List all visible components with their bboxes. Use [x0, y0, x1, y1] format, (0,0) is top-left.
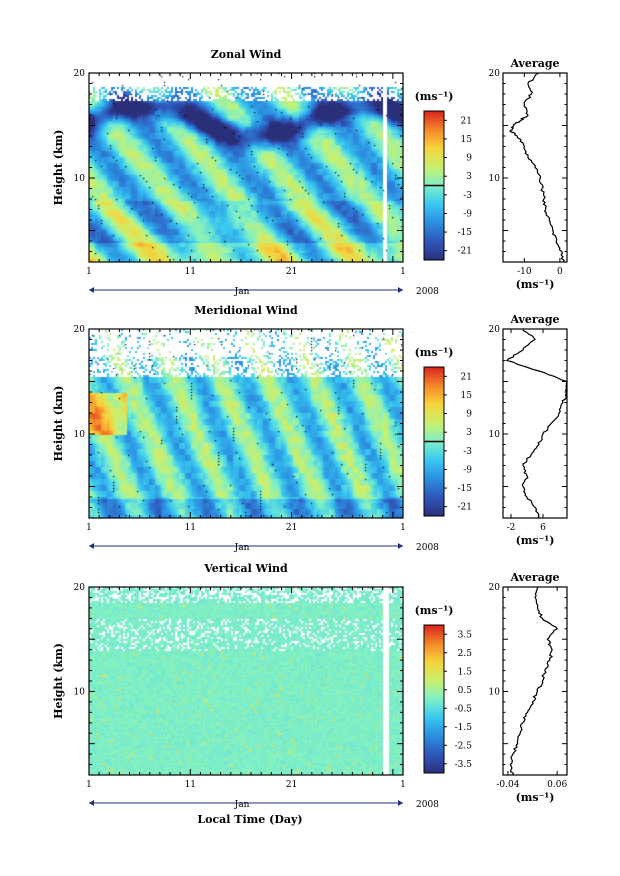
colorbar-unit: (ms⁻¹)	[415, 604, 454, 617]
colorbar-tick-label: -15	[458, 484, 473, 494]
colorbar-tick-label: -1.5	[455, 723, 473, 733]
x-tick-label: 11	[185, 780, 196, 790]
profile-line	[509, 72, 565, 263]
y-axis-label: Height (km)	[52, 130, 65, 206]
x-tick-label: 11	[185, 523, 196, 533]
profile-x-axis-label: (ms⁻¹)	[516, 534, 555, 547]
colorbar	[423, 624, 445, 774]
heatmap-image	[89, 329, 403, 518]
y-tick-label: 10	[74, 687, 86, 697]
colorbar-tick-label: -3	[463, 191, 472, 201]
profile-title: Average	[509, 57, 559, 70]
colorbar-tick-label: -3	[463, 447, 472, 457]
y-tick-label: 10	[74, 430, 86, 440]
profile-x-tick-label: -2	[507, 523, 516, 533]
colorbar-tick-label: -2.5	[455, 741, 473, 751]
profile-x-tick-label: -10	[517, 267, 532, 277]
x-tick-label: 11	[185, 267, 196, 277]
panel-title: Zonal Wind	[211, 48, 282, 61]
month-label: Jan	[234, 800, 250, 810]
x-axis-label: Local Time (Day)	[197, 813, 302, 826]
profile-y-tick-label: 20	[489, 325, 501, 335]
profile-y-tick-label: 10	[489, 687, 501, 697]
colorbar-unit: (ms⁻¹)	[415, 346, 454, 359]
y-tick-label: 20	[74, 325, 86, 335]
colorbar-tick-label: 1.5	[458, 667, 473, 677]
profile-x-tick-label: 0	[557, 267, 563, 277]
heatmap-image	[89, 73, 403, 262]
year-label: 2008	[416, 800, 439, 810]
y-axis-label: Height (km)	[52, 386, 65, 462]
y-tick-label: 10	[74, 174, 86, 184]
colorbar-tick-label: 15	[461, 391, 473, 401]
x-tick-label: 1	[400, 267, 406, 277]
profile-x-tick-label: 6	[540, 523, 546, 533]
colorbar-tick-label: 2.5	[458, 649, 473, 659]
y-tick-label: 20	[74, 69, 86, 79]
month-label: Jan	[234, 287, 250, 297]
profile-y-tick-label: 20	[489, 583, 501, 593]
panel-title: Meridional Wind	[194, 304, 298, 317]
x-tick-label: 1	[86, 780, 92, 790]
colorbar-tick-label: 0.5	[458, 686, 473, 696]
month-arrow-right	[398, 800, 403, 806]
colorbar-tick-label: -21	[458, 247, 473, 257]
x-tick-label: 1	[400, 780, 406, 790]
heatmap-image	[89, 587, 403, 775]
colorbar-tick-label: -3.5	[455, 760, 473, 770]
x-tick-label: 21	[286, 523, 297, 533]
year-label: 2008	[416, 543, 439, 553]
profile-x-tick-label: -0.04	[496, 780, 519, 790]
profile-y-tick-label: 10	[489, 174, 501, 184]
colorbar-tick-label: 9	[466, 154, 472, 164]
profile-y-tick-label: 20	[489, 69, 501, 79]
profile-line	[505, 328, 568, 519]
profile-title: Average	[509, 313, 559, 326]
month-arrow-left	[89, 543, 94, 549]
colorbar-tick-label: -21	[458, 503, 473, 513]
colorbar-tick-label: -15	[458, 228, 473, 238]
y-tick-label: 20	[74, 583, 86, 593]
profile-y-tick-label: 10	[489, 430, 501, 440]
x-tick-label: 21	[286, 267, 297, 277]
profile-x-axis-label: (ms⁻¹)	[516, 278, 555, 291]
panel-title: Vertical Wind	[203, 562, 288, 575]
profile-frame	[502, 586, 568, 776]
colorbar-tick-label: 9	[466, 410, 472, 420]
colorbar-tick-label: 21	[461, 116, 472, 126]
year-label: 2008	[416, 287, 439, 297]
profile-title: Average	[509, 571, 559, 584]
y-axis-label: Height (km)	[52, 643, 65, 719]
month-arrow-left	[89, 800, 94, 806]
x-tick-label: 1	[86, 267, 92, 277]
colorbar-tick-label: 3.5	[458, 630, 473, 640]
colorbar-unit: (ms⁻¹)	[415, 90, 454, 103]
profile-x-tick-label: 0.06	[547, 780, 567, 790]
colorbar-tick-label: 3	[466, 172, 472, 182]
month-arrow-left	[89, 287, 94, 293]
colorbar-tick-label: -9	[463, 209, 472, 219]
colorbar-tick-label: 15	[461, 135, 473, 145]
x-tick-label: 1	[86, 523, 92, 533]
month-arrow-right	[398, 543, 403, 549]
colorbar-tick-label: -0.5	[455, 704, 473, 714]
x-tick-label: 21	[286, 780, 297, 790]
x-tick-label: 1	[400, 523, 406, 533]
colorbar-tick-label: -9	[463, 465, 472, 475]
month-arrow-right	[398, 287, 403, 293]
colorbar-tick-label: 3	[466, 428, 472, 438]
profile-x-axis-label: (ms⁻¹)	[516, 791, 555, 804]
colorbar-tick-label: 21	[461, 372, 472, 382]
profile-line	[509, 586, 559, 776]
month-label: Jan	[234, 543, 250, 553]
